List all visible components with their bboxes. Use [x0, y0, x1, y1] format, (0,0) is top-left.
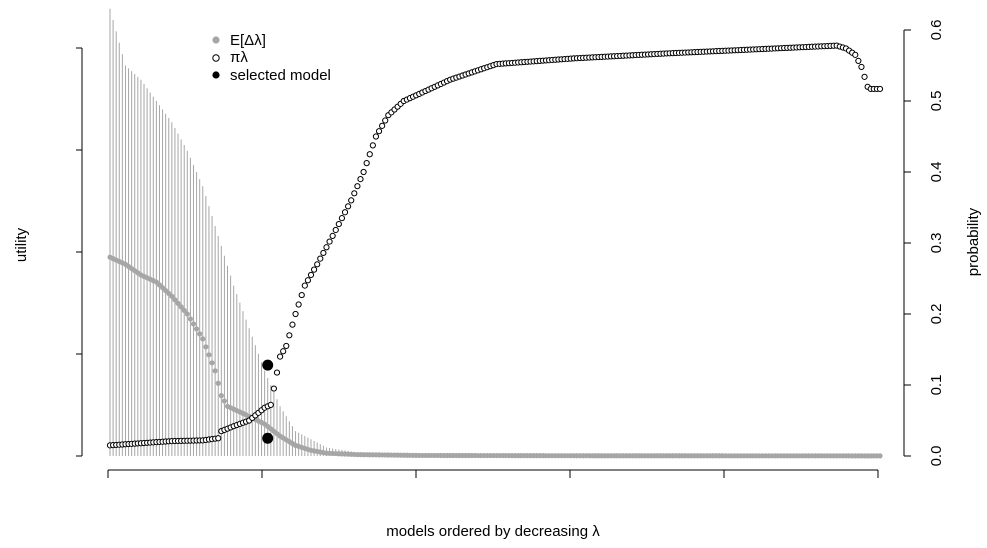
delta-point [172, 297, 178, 303]
pi-point [861, 73, 868, 80]
pi-point [286, 332, 293, 339]
delta-point [200, 336, 206, 342]
pi-point [317, 255, 324, 262]
right-axis-tick-label: 0.3 [928, 233, 945, 254]
y-axis-left-title: utility [13, 227, 30, 262]
pi-point [273, 369, 281, 376]
delta-point [218, 393, 224, 399]
pi-point [855, 57, 862, 64]
pi-point [345, 203, 352, 210]
delta-point [877, 453, 883, 459]
delta-point [190, 321, 197, 327]
pi-point [372, 133, 380, 140]
legend-label-selected: selected model [230, 67, 331, 84]
pi-point [280, 348, 287, 355]
pi-point [858, 63, 865, 71]
pi-point [326, 238, 333, 245]
delta-point [203, 344, 209, 350]
pi-point [351, 190, 358, 197]
delta-point [175, 300, 181, 306]
pi-point [360, 168, 367, 176]
delta-point [187, 316, 194, 322]
pi-point [298, 291, 305, 299]
delta-point [169, 293, 175, 299]
pi-point [354, 183, 361, 190]
delta-point [193, 326, 200, 332]
right-axis-tick-label: 0.2 [928, 304, 945, 325]
pi-point [267, 401, 274, 408]
pi-point [323, 244, 330, 251]
right-axis-tick-label: 0.6 [928, 20, 945, 41]
pi-point [283, 342, 290, 350]
legend-marker-expected-delta [212, 36, 220, 44]
pi-point [270, 385, 277, 392]
left-axis-ticks [76, 47, 82, 457]
right-axis-ticks: 0.0 0.1 0.2 0.3 0.4 0.5 0.6 [904, 20, 945, 467]
pi-point [215, 435, 222, 442]
error-bars [109, 8, 841, 456]
right-axis-tick-label: 0.4 [928, 162, 945, 183]
bottom-axis-ticks [107, 470, 879, 478]
pi-point [876, 85, 884, 93]
x-axis-title: models ordered by decreasing λ [386, 523, 600, 540]
pi-point [375, 128, 383, 135]
pi-point [295, 301, 302, 308]
pi-point [276, 353, 284, 360]
right-axis-tick-label: 0.5 [928, 91, 945, 112]
pi-point [357, 176, 364, 183]
pi-point [852, 51, 859, 58]
pi-point [292, 310, 299, 318]
pi-point [314, 261, 321, 268]
pi-point [310, 266, 318, 273]
right-axis-tick-label: 0.0 [928, 446, 945, 467]
legend-label-pi: πλ [230, 49, 248, 66]
pi-point [335, 220, 342, 228]
series-expected-delta [107, 254, 883, 459]
series-pi [106, 42, 884, 449]
pi-point [289, 321, 296, 328]
delta-point [197, 331, 203, 337]
delta-point [184, 311, 190, 317]
legend: E[Δλ] πλ selected model [212, 32, 331, 84]
delta-point [181, 307, 187, 314]
series-selected-model [262, 359, 274, 444]
y-axis-right-title: probability [965, 207, 982, 276]
delta-point [206, 352, 212, 358]
pi-point [332, 226, 339, 234]
legend-marker-pi [212, 54, 220, 62]
legend-label-expected-delta: E[Δλ] [230, 32, 266, 49]
pi-point [348, 197, 355, 204]
pi-point [366, 151, 373, 158]
pi-point [341, 209, 349, 216]
selected-model-point [262, 432, 274, 444]
pi-point [304, 277, 312, 284]
pi-point [382, 117, 389, 124]
pi-point [301, 282, 308, 289]
pi-point [379, 122, 386, 129]
delta-point [212, 368, 218, 374]
delta-point [178, 304, 184, 310]
pi-point [369, 142, 376, 149]
pi-point [363, 160, 370, 167]
legend-marker-selected [212, 71, 220, 79]
pi-point [307, 271, 315, 279]
delta-point [215, 380, 221, 386]
delta-point [221, 398, 228, 404]
pi-point [320, 249, 327, 257]
delta-point [209, 360, 215, 366]
pi-point [338, 215, 346, 222]
right-axis-tick-label: 0.1 [928, 375, 945, 396]
pi-point [329, 232, 336, 239]
selected-model-point [262, 359, 274, 371]
